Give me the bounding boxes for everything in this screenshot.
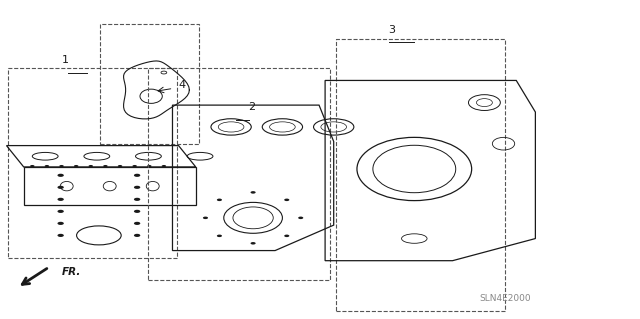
- Ellipse shape: [58, 174, 64, 177]
- Ellipse shape: [58, 186, 64, 189]
- Ellipse shape: [134, 234, 140, 237]
- Text: 4: 4: [179, 80, 186, 90]
- Ellipse shape: [30, 165, 35, 167]
- Ellipse shape: [203, 217, 208, 219]
- Ellipse shape: [118, 165, 122, 167]
- Ellipse shape: [284, 199, 289, 201]
- Ellipse shape: [45, 165, 49, 167]
- Ellipse shape: [147, 165, 152, 167]
- Ellipse shape: [132, 165, 137, 167]
- Ellipse shape: [162, 165, 166, 167]
- Ellipse shape: [58, 222, 64, 225]
- Ellipse shape: [74, 165, 78, 167]
- Ellipse shape: [58, 234, 64, 237]
- Text: 1: 1: [61, 55, 68, 65]
- Bar: [100, 24, 199, 144]
- Ellipse shape: [250, 191, 255, 194]
- Text: SLN4E2000: SLN4E2000: [479, 294, 531, 303]
- Text: FR.: FR.: [62, 267, 81, 277]
- Bar: [8, 68, 177, 257]
- Ellipse shape: [217, 199, 222, 201]
- Ellipse shape: [284, 234, 289, 237]
- Ellipse shape: [250, 242, 255, 245]
- Ellipse shape: [217, 234, 222, 237]
- Bar: [336, 39, 505, 311]
- Ellipse shape: [58, 210, 64, 213]
- Ellipse shape: [134, 222, 140, 225]
- Ellipse shape: [103, 165, 108, 167]
- Text: 3: 3: [388, 25, 396, 34]
- Ellipse shape: [134, 198, 140, 201]
- Ellipse shape: [298, 217, 303, 219]
- Ellipse shape: [60, 165, 64, 167]
- Ellipse shape: [134, 186, 140, 189]
- Bar: [148, 68, 330, 280]
- Ellipse shape: [88, 165, 93, 167]
- Ellipse shape: [134, 210, 140, 213]
- Ellipse shape: [134, 174, 140, 177]
- Ellipse shape: [58, 198, 64, 201]
- Text: 2: 2: [248, 102, 255, 112]
